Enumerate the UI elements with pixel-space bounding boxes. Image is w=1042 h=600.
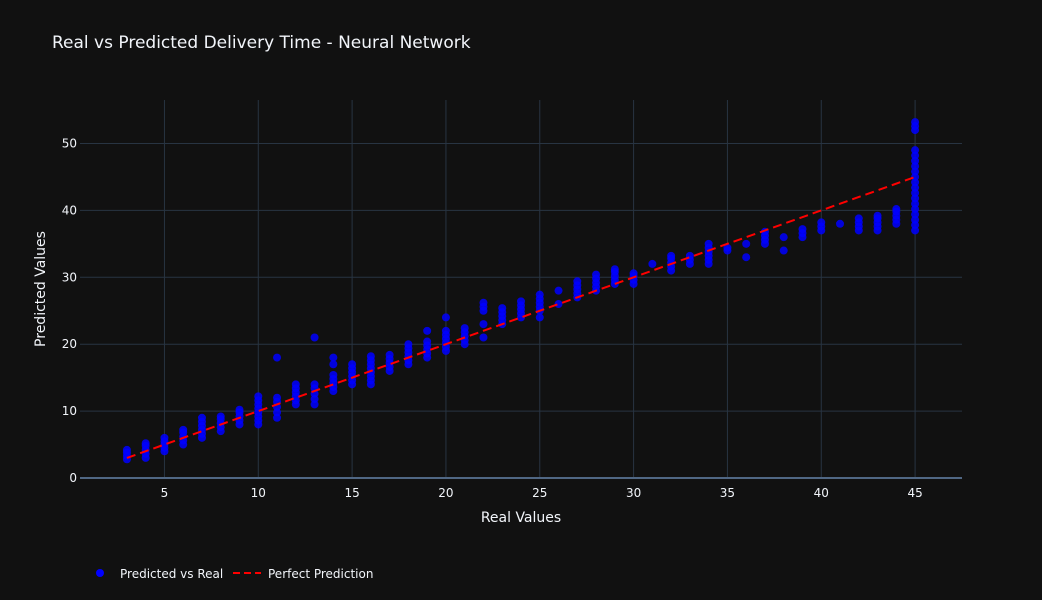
x-tick-label: 30 — [626, 486, 641, 500]
scatter-point[interactable] — [423, 337, 432, 346]
scatter-point[interactable] — [629, 269, 638, 278]
scatter-point[interactable] — [385, 350, 394, 359]
perfect-prediction-line — [126, 175, 916, 459]
scatter-point[interactable] — [573, 277, 582, 286]
scatter-point[interactable] — [160, 433, 169, 442]
scatter-point[interactable] — [273, 353, 282, 362]
scatter-point[interactable] — [291, 380, 300, 389]
scatter-point[interactable] — [854, 214, 863, 223]
legend-item-predicted[interactable]: Predicted vs Real — [96, 567, 223, 581]
scatter-point[interactable] — [235, 405, 244, 414]
x-tick-label: 5 — [161, 486, 169, 500]
x-tick-label: 15 — [344, 486, 359, 500]
scatter-point[interactable] — [441, 326, 450, 335]
scatter-point[interactable] — [535, 313, 544, 322]
scatter-point[interactable] — [122, 445, 131, 454]
y-axis-title: Predicted Values — [33, 231, 49, 347]
scatter-point[interactable] — [479, 298, 488, 307]
scatter-point[interactable] — [667, 251, 676, 260]
x-tick-label: 20 — [438, 486, 453, 500]
legend[interactable]: Predicted vs Real Perfect Prediction — [96, 567, 373, 581]
scatter-point[interactable] — [310, 333, 319, 342]
scatter-point[interactable] — [648, 259, 657, 268]
scatter-point[interactable] — [704, 239, 713, 248]
scatter-point[interactable] — [517, 297, 525, 306]
x-tick-label: 45 — [907, 486, 922, 500]
scatter-point[interactable] — [779, 233, 788, 242]
x-tick-label: 10 — [251, 486, 266, 500]
scatter-point[interactable] — [723, 243, 732, 252]
scatter-point[interactable] — [610, 265, 619, 274]
scatter-point[interactable] — [911, 118, 920, 127]
scatter-point[interactable] — [817, 218, 826, 227]
legend-label-perfect: Perfect Prediction — [268, 567, 373, 581]
scatter-point[interactable] — [254, 392, 263, 401]
x-tick-label: 25 — [532, 486, 547, 500]
scatter-point[interactable] — [329, 353, 338, 362]
scatter-point[interactable] — [348, 360, 357, 369]
scatter-point[interactable] — [779, 246, 788, 255]
x-tick-label: 35 — [720, 486, 735, 500]
scatter-point[interactable] — [423, 326, 432, 335]
grid-layer — [80, 100, 962, 479]
y-tick-label: 20 — [62, 337, 77, 351]
x-tick-label: 40 — [814, 486, 829, 500]
scatter-point[interactable] — [141, 439, 150, 448]
y-tick-label: 40 — [62, 203, 77, 217]
scatter-point[interactable] — [554, 286, 563, 295]
scatter-point[interactable] — [479, 320, 488, 329]
scatter-point[interactable] — [873, 211, 882, 220]
scatter-point[interactable] — [535, 290, 544, 299]
legend-marker-predicted — [96, 569, 104, 577]
legend-label-predicted: Predicted vs Real — [120, 567, 223, 581]
scatter-point[interactable] — [892, 205, 901, 214]
scatter-point[interactable] — [310, 380, 319, 389]
scatter-point[interactable] — [179, 425, 188, 434]
y-tick-label: 10 — [62, 404, 77, 418]
scatter-point[interactable] — [273, 393, 282, 402]
scatter-point[interactable] — [479, 333, 488, 342]
scatter-point[interactable] — [742, 239, 751, 248]
scatter-point[interactable] — [911, 146, 920, 155]
scatter-point[interactable] — [498, 304, 507, 313]
y-tick-label: 50 — [62, 136, 77, 150]
legend-item-perfect[interactable]: Perfect Prediction — [233, 567, 373, 581]
scatter-point[interactable] — [366, 352, 375, 361]
x-axis-title: Real Values — [481, 510, 561, 526]
scatter-point[interactable] — [460, 324, 469, 333]
y-tick-label: 0 — [69, 471, 77, 485]
scatter-point[interactable] — [329, 360, 338, 369]
scatter-point[interactable] — [216, 412, 225, 421]
scatter-point[interactable] — [742, 253, 751, 262]
scatter-point[interactable] — [197, 413, 206, 422]
scatter-point[interactable] — [329, 370, 338, 379]
scatter-point[interactable] — [404, 340, 413, 349]
scatter-point[interactable] — [592, 270, 601, 279]
data-layer — [122, 118, 920, 464]
tick-layer: 5 10 15 20 25 30 35 40 45 0 10 20 30 40 50 — [62, 136, 923, 500]
scatter-point[interactable] — [798, 225, 807, 234]
scatter-point[interactable] — [441, 313, 450, 322]
chart-title: Real vs Predicted Delivery Time - Neural… — [52, 33, 471, 53]
scatter-point[interactable] — [836, 219, 845, 228]
scatter-point[interactable] — [554, 300, 563, 309]
y-tick-label: 30 — [62, 270, 77, 284]
